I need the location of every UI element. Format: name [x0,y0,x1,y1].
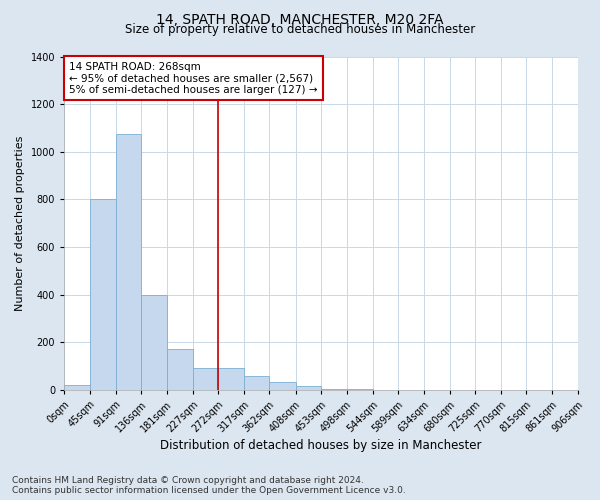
Bar [321,388,347,390]
Text: Contains HM Land Registry data © Crown copyright and database right 2024.
Contai: Contains HM Land Registry data © Crown c… [12,476,406,495]
Bar [193,368,218,390]
Bar [218,368,244,390]
Bar [347,388,373,390]
Bar [269,382,296,390]
Y-axis label: Number of detached properties: Number of detached properties [15,136,25,311]
Bar [142,294,167,390]
Text: 14, SPATH ROAD, MANCHESTER, M20 2FA: 14, SPATH ROAD, MANCHESTER, M20 2FA [156,12,444,26]
Text: Size of property relative to detached houses in Manchester: Size of property relative to detached ho… [125,22,475,36]
Bar [116,134,142,390]
Bar [167,350,193,390]
Bar [64,385,90,390]
Bar [90,200,116,390]
Bar [244,376,269,390]
X-axis label: Distribution of detached houses by size in Manchester: Distribution of detached houses by size … [160,440,482,452]
Text: 14 SPATH ROAD: 268sqm
← 95% of detached houses are smaller (2,567)
5% of semi-de: 14 SPATH ROAD: 268sqm ← 95% of detached … [70,62,318,94]
Bar [296,386,321,390]
